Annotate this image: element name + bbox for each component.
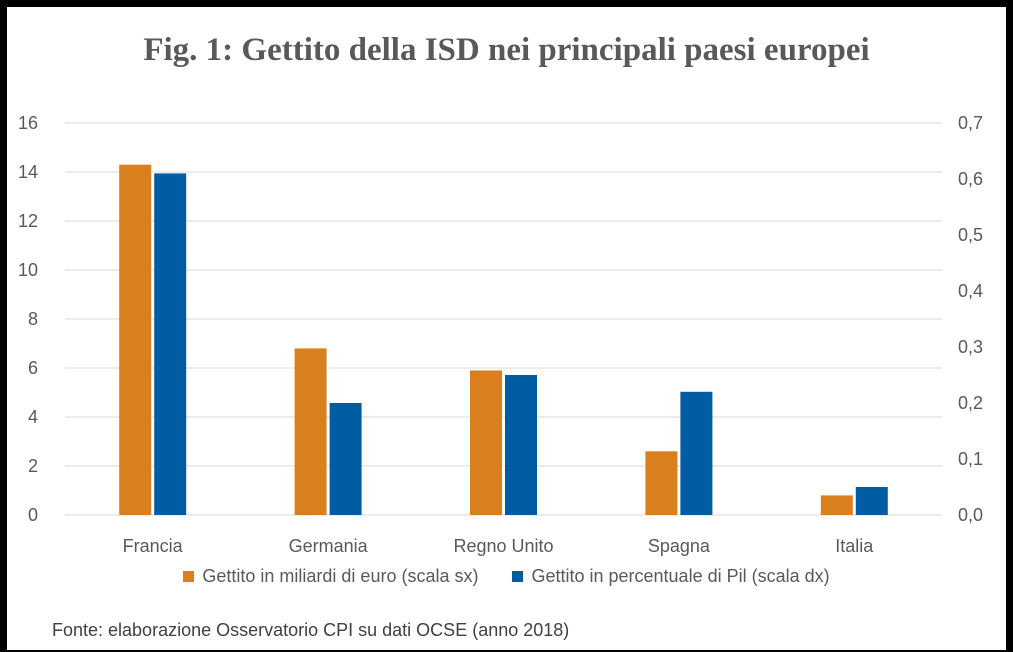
bar-miliardi [820,495,853,515]
chart-title: Fig. 1: Gettito della ISD nei principali… [143,32,870,68]
y-right-tick-label: 0,4 [958,281,983,301]
bar-percentuale [505,375,537,515]
bar-miliardi [119,164,152,515]
x-category-label: Francia [123,536,184,556]
y-right-tick-label: 0,1 [958,449,983,469]
x-category-label: Italia [835,536,874,556]
legend-swatch-blue [512,571,524,582]
y-left-tick-label: 14 [18,162,38,182]
y-right-tick-label: 0,2 [958,393,983,413]
legend-label-miliardi: Gettito in miliardi di euro (scala sx) [202,566,479,586]
y-right-tick-label: 0,3 [958,337,983,357]
x-category-label: Germania [289,536,369,556]
y-right-tick-label: 0,7 [958,113,983,133]
y-left-tick-label: 2 [28,456,38,476]
y-left-tick-label: 8 [28,309,38,329]
y-left-tick-label: 4 [28,407,38,427]
bar-miliardi [470,370,502,515]
y-right-tick-label: 0,5 [958,225,983,245]
bar-percentuale [154,173,187,515]
y-left-tick-label: 16 [18,113,38,133]
legend-item-percentuale: Gettito in percentuale di Pil (scala dx) [512,566,830,587]
y-right-tick-label: 0,6 [958,169,983,189]
legend-item-miliardi: Gettito in miliardi di euro (scala sx) [183,566,478,587]
y-left-tick-label: 0 [28,505,38,525]
y-left-tick-label: 6 [28,358,38,378]
bar-percentuale [680,391,713,515]
source-note: Fonte: elaborazione Osservatorio CPI su … [52,620,570,640]
bar-percentuale [329,403,362,515]
y-right-tick-label: 0,0 [958,505,983,525]
chart-legend: Gettito in miliardi di euro (scala sx) G… [0,566,1013,587]
legend-swatch-orange [183,571,195,582]
x-category-label: Regno Unito [453,536,553,556]
bar-percentuale [855,487,888,515]
legend-label-percentuale: Gettito in percentuale di Pil (scala dx) [531,566,830,586]
bar-miliardi [294,348,327,515]
y-left-tick-label: 10 [18,260,38,280]
x-category-label: Spagna [648,536,711,556]
bar-miliardi [645,451,678,515]
y-left-tick-label: 12 [18,211,38,231]
